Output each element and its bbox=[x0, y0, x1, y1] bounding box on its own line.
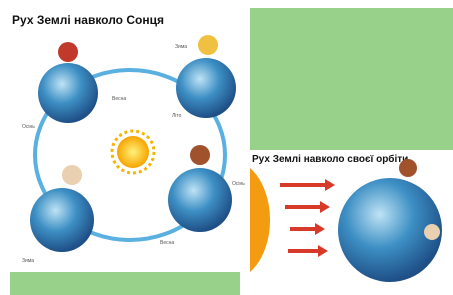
earth bbox=[30, 188, 94, 252]
season-label: Зима bbox=[175, 44, 187, 50]
child bbox=[424, 224, 440, 240]
earth bbox=[168, 168, 232, 232]
screenshot: Рух Землі навколо Сонця Зима Весна Осінь… bbox=[0, 0, 453, 295]
child bbox=[399, 159, 417, 177]
season-label: Літо bbox=[172, 113, 182, 119]
child bbox=[58, 42, 78, 62]
earth bbox=[38, 63, 98, 123]
slide-title: Рух Землі навколо Сонця bbox=[12, 13, 164, 27]
season-label: Весна bbox=[112, 96, 126, 102]
season-label: Весна bbox=[160, 240, 174, 246]
page: Рух Землі навколо Сонця Зима Весна Осінь… bbox=[0, 0, 453, 295]
earth bbox=[176, 58, 236, 118]
slide-title: Рух Землі навколо своєї орбіти bbox=[252, 153, 408, 165]
season-label: Осінь bbox=[22, 124, 35, 130]
season-label: Зима bbox=[22, 258, 34, 264]
season-label: Осінь bbox=[232, 181, 245, 187]
green-block bbox=[250, 8, 453, 150]
child bbox=[198, 35, 218, 55]
green-strip bbox=[10, 272, 240, 295]
child bbox=[190, 145, 210, 165]
child bbox=[62, 165, 82, 185]
